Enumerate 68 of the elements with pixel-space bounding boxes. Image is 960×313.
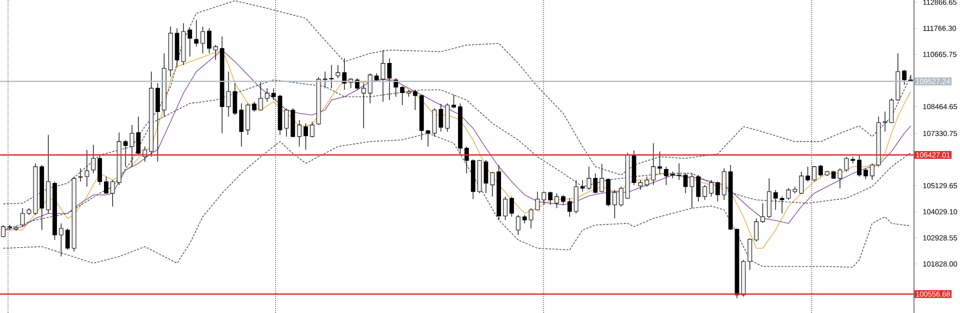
candlestick bbox=[464, 146, 469, 174]
candlestick bbox=[696, 174, 701, 202]
candlestick bbox=[561, 194, 566, 206]
candlestick bbox=[658, 151, 662, 174]
candlestick bbox=[136, 116, 141, 156]
candlestick bbox=[618, 186, 624, 207]
candlestick bbox=[84, 150, 90, 187]
candlestick bbox=[773, 190, 778, 210]
candlestick bbox=[65, 228, 70, 250]
candlestick bbox=[902, 70, 907, 86]
candlestick bbox=[1, 224, 6, 238]
candlestick bbox=[361, 82, 366, 129]
candlestick bbox=[600, 164, 604, 193]
candlestick bbox=[780, 196, 784, 214]
candlestick bbox=[412, 90, 418, 110]
candlestick bbox=[98, 154, 102, 186]
candlestick bbox=[207, 28, 212, 54]
candlestick bbox=[799, 171, 804, 194]
candlestick bbox=[510, 196, 514, 218]
candlestick bbox=[264, 88, 270, 102]
candlestick bbox=[593, 172, 598, 194]
candlestick bbox=[664, 166, 668, 186]
candlestick bbox=[503, 196, 508, 220]
candlestick bbox=[194, 20, 199, 48]
candlestick bbox=[310, 121, 314, 138]
candlestick bbox=[188, 28, 192, 57]
candlestick bbox=[748, 238, 752, 270]
candlestick bbox=[870, 163, 874, 180]
candlestick bbox=[702, 184, 708, 200]
candlestick bbox=[844, 156, 849, 172]
candlestick bbox=[156, 82, 160, 162]
candlestick bbox=[760, 202, 765, 223]
candlestick bbox=[387, 58, 392, 100]
candlestick bbox=[336, 64, 340, 79]
candlestick bbox=[490, 171, 495, 197]
candlestick bbox=[644, 176, 650, 187]
candlestick bbox=[818, 164, 823, 177]
candlestick bbox=[864, 168, 868, 180]
candlestick bbox=[722, 168, 726, 200]
candlestick bbox=[239, 103, 244, 147]
candlestick bbox=[252, 101, 256, 112]
candlestick bbox=[452, 94, 456, 109]
candlestick bbox=[400, 86, 404, 106]
candlestick bbox=[110, 180, 115, 207]
candlestick bbox=[709, 180, 714, 197]
candlestick bbox=[445, 103, 450, 132]
candlestick bbox=[612, 190, 617, 219]
candlestick bbox=[104, 176, 108, 194]
candlestick bbox=[258, 81, 263, 112]
candlestick bbox=[58, 223, 64, 257]
candlestick bbox=[715, 181, 720, 202]
candlestick bbox=[297, 120, 302, 147]
line-series bbox=[2, 0, 912, 204]
candlestick bbox=[857, 154, 862, 177]
candlestick bbox=[651, 142, 656, 186]
candlestick bbox=[368, 72, 372, 104]
candlestick bbox=[91, 144, 96, 174]
candlestick bbox=[438, 104, 444, 132]
candlestick bbox=[304, 122, 308, 150]
candlestick bbox=[786, 188, 791, 200]
candlestick bbox=[200, 26, 205, 54]
candlestick bbox=[516, 214, 520, 236]
candlestick bbox=[567, 198, 572, 218]
candlestick bbox=[213, 44, 218, 60]
candlestick bbox=[554, 192, 559, 209]
candlestick bbox=[754, 218, 759, 242]
candlestick bbox=[342, 58, 347, 90]
candlestick bbox=[548, 191, 553, 206]
